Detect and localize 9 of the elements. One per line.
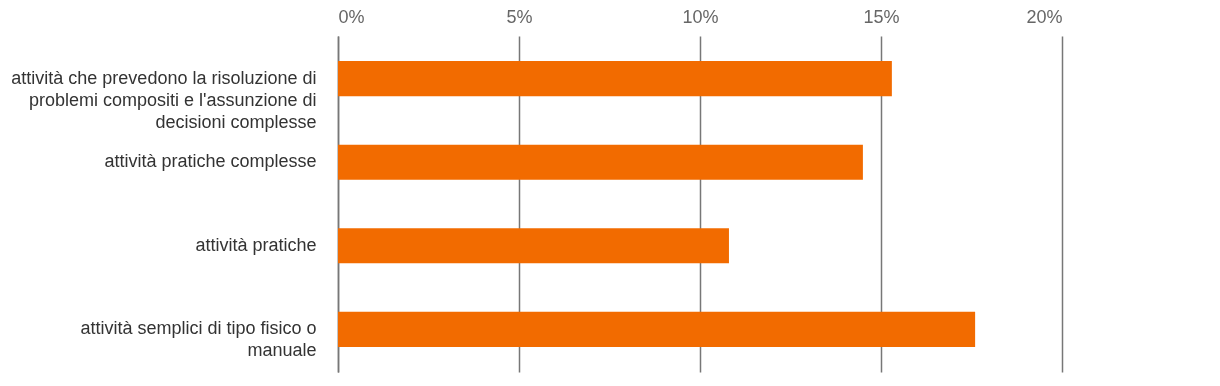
x-tick-label: 10% (682, 6, 719, 27)
y-tick-label: attività che prevedono la risoluzione di problemi compositi e l'assunzione di decisioni complesse (11, 67, 317, 132)
x-tick-label: 15% (863, 6, 900, 27)
y-tick-label: attività pratiche (195, 234, 317, 255)
x-tick-label: 5% (506, 6, 533, 27)
x-tick-label: 0% (338, 6, 365, 27)
y-tick-label: attività pratiche complesse (104, 151, 317, 172)
x-tick-label: 20% (1026, 6, 1063, 27)
y-tick-label: attività semplici di tipo fisico o manuale (80, 318, 317, 361)
